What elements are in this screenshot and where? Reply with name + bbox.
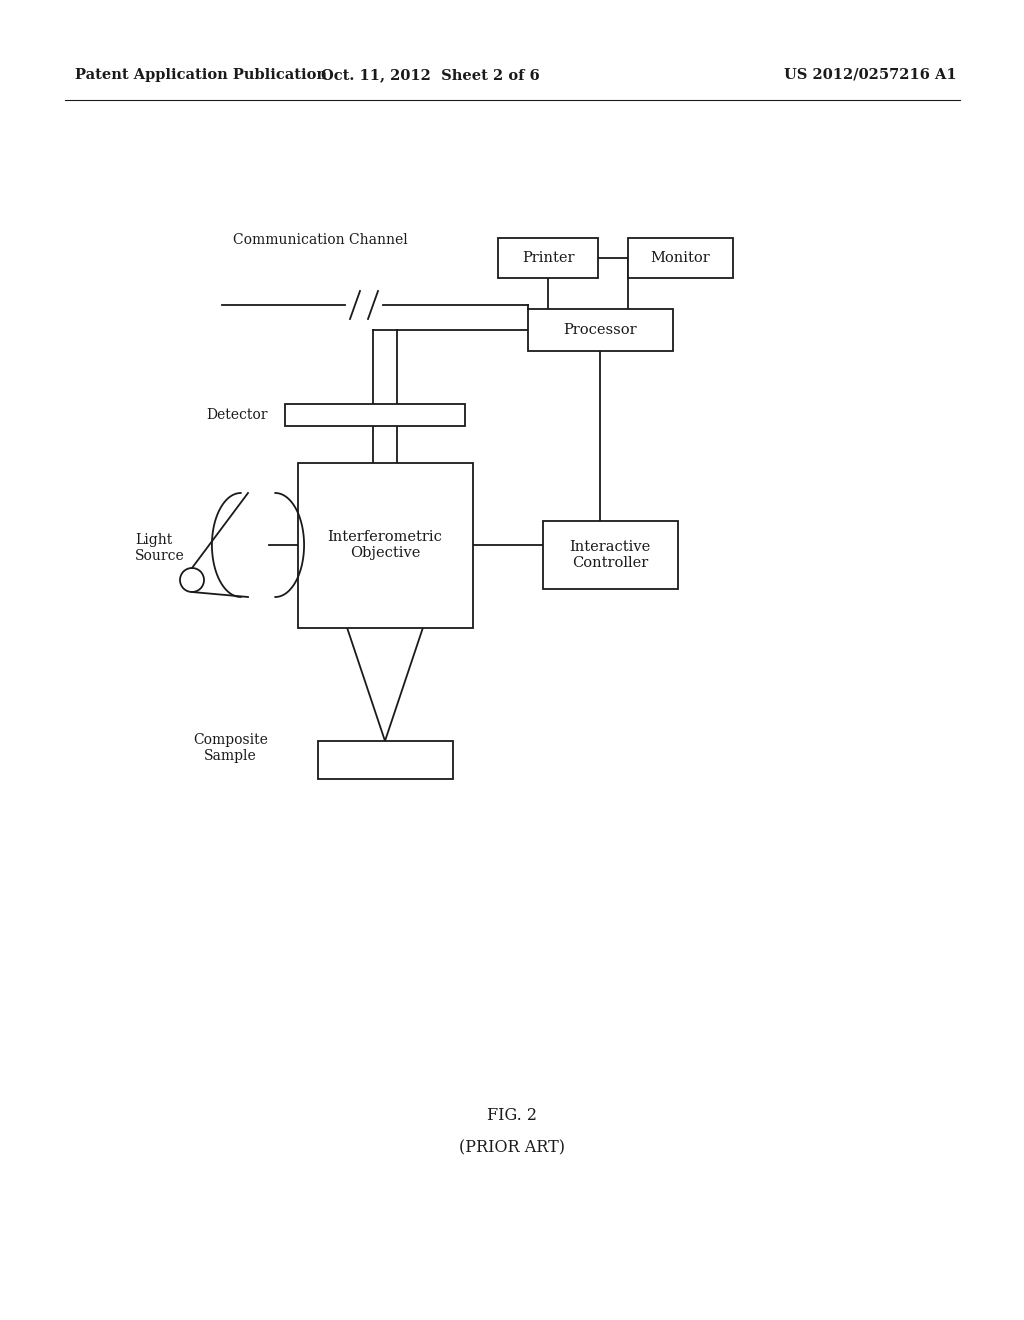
Text: Processor: Processor [563,323,637,337]
Bar [543,521,678,589]
Bar [317,741,453,779]
Bar [527,309,673,351]
Bar [498,238,598,279]
Bar [285,404,465,426]
Text: Monitor: Monitor [650,251,710,265]
Text: Printer: Printer [522,251,574,265]
Text: Composite
Sample: Composite Sample [194,733,268,763]
Text: Detector: Detector [207,408,268,422]
Text: Communication Channel: Communication Channel [232,234,408,247]
Text: FIG. 2: FIG. 2 [487,1106,537,1123]
Text: Patent Application Publication: Patent Application Publication [75,69,327,82]
Text: (PRIOR ART): (PRIOR ART) [459,1139,565,1156]
Bar [628,238,732,279]
Text: Interferometric
Objective: Interferometric Objective [328,529,442,560]
Bar [298,462,472,627]
Text: Interactive
Controller: Interactive Controller [569,540,650,570]
Text: Light
Source: Light Source [135,533,185,564]
Text: US 2012/0257216 A1: US 2012/0257216 A1 [783,69,956,82]
Text: Oct. 11, 2012  Sheet 2 of 6: Oct. 11, 2012 Sheet 2 of 6 [321,69,540,82]
